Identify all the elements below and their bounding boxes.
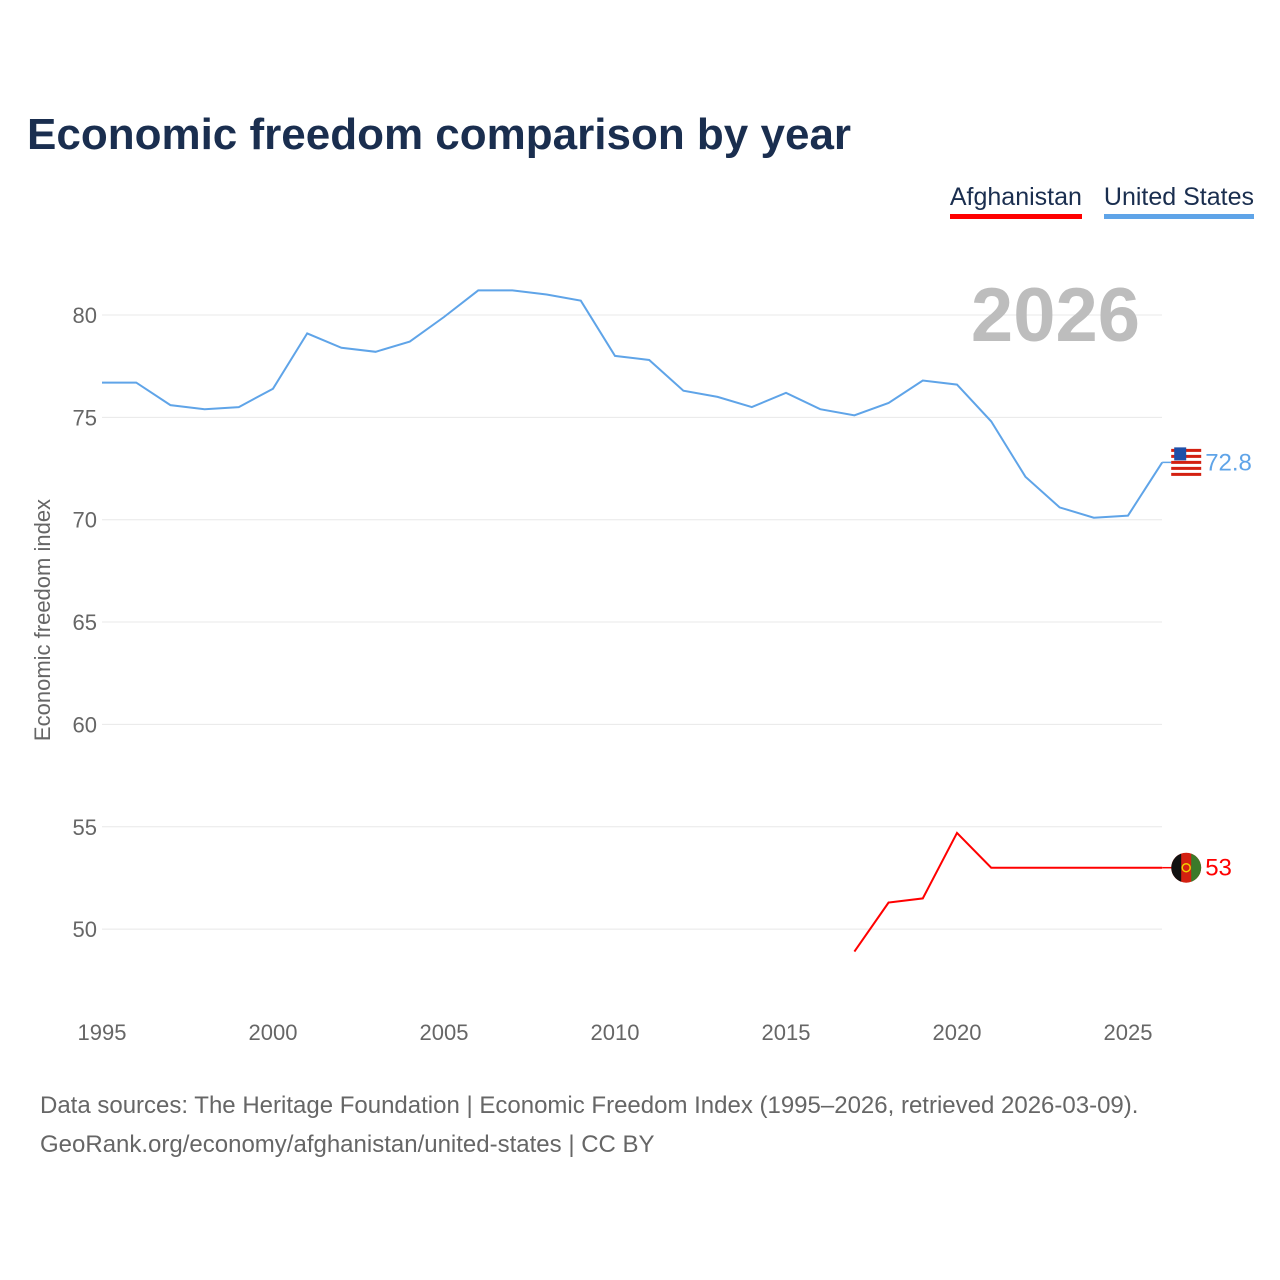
united-states-flag-icon	[1171, 447, 1202, 478]
line-chart: 50 55 60 65 70 75 80 1995 2000 2005 2010 2015 2020 20…	[30, 273, 1252, 1045]
footer: Data sources: The Heritage Foundation | …	[40, 1086, 1138, 1164]
y-tick-label: 50	[73, 917, 97, 942]
y-tick-label: 55	[73, 815, 97, 840]
y-tick-label: 60	[73, 712, 97, 737]
end-value-label: 72.8	[1205, 449, 1252, 476]
footer-link[interactable]: GeoRank.org/economy/afghanistan/united-s…	[40, 1131, 655, 1158]
legend: Afghanistan United States	[949, 183, 1254, 219]
flag-black	[1171, 853, 1182, 882]
afghanistan-flag-icon	[1171, 852, 1202, 883]
chart-title: Economic freedom comparison by year	[27, 110, 852, 159]
series-line-united-states	[102, 289, 1164, 519]
flag-green	[1191, 853, 1202, 882]
y-tick-label: 70	[73, 508, 97, 533]
flag-emblem	[1181, 862, 1191, 873]
legend-afghanistan[interactable]: Afghanistan	[949, 183, 1082, 219]
x-tick-label: 2020	[933, 1020, 982, 1045]
x-tick-label: 2015	[762, 1020, 811, 1045]
y-tick-label: 75	[73, 405, 97, 430]
flag-stripe	[1171, 466, 1202, 470]
flag-canton	[1174, 447, 1187, 461]
y-axis-label: Economic freedom index	[30, 499, 55, 741]
x-tick-label: 1995	[78, 1020, 127, 1045]
y-tick-label: 80	[73, 303, 97, 328]
x-tick-label: 2005	[420, 1020, 469, 1045]
end-value-label: 53	[1205, 855, 1232, 882]
legend-united-states[interactable]: United States	[1103, 183, 1254, 219]
y-tick-label: 65	[73, 610, 97, 635]
footer-sources: Data sources: The Heritage Foundation | …	[40, 1092, 1139, 1119]
x-tick-label: 2000	[249, 1020, 298, 1045]
x-tick-label: 2025	[1104, 1020, 1153, 1045]
x-tick-label: 2010	[591, 1020, 640, 1045]
flag-stripe	[1171, 472, 1202, 476]
series-line-afghanistan	[853, 831, 1163, 953]
year-watermark: 2026	[971, 273, 1140, 358]
flag-stripe	[1171, 460, 1202, 464]
